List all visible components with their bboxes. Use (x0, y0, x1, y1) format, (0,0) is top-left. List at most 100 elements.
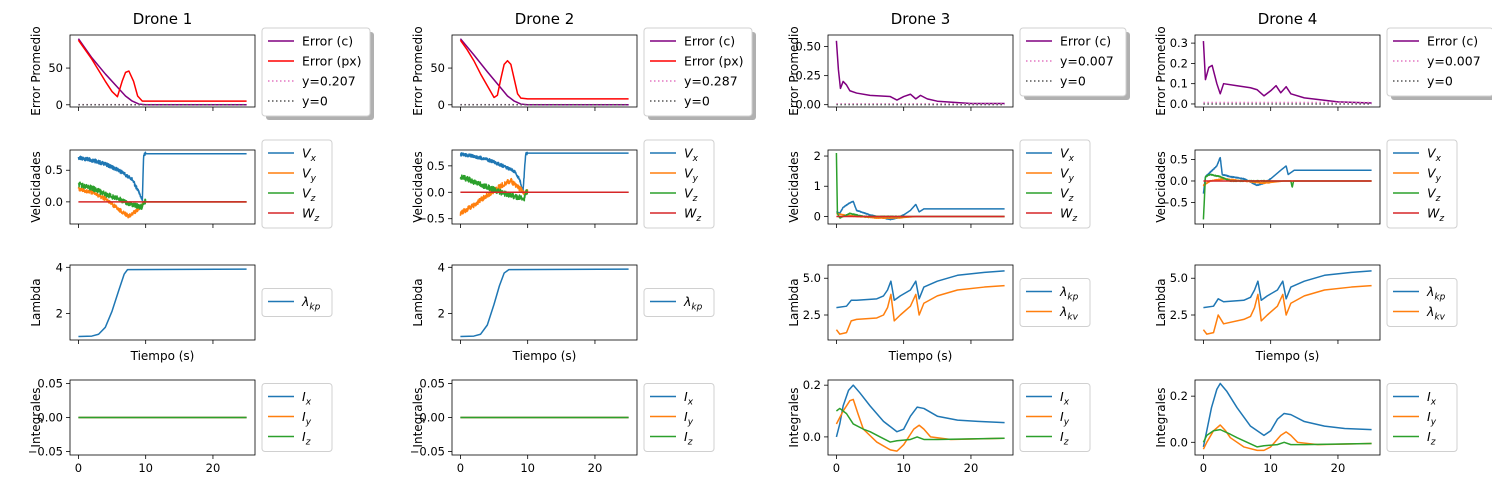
legend-label: Wz (1427, 206, 1444, 225)
subplot: 0 50 Error Promedio Error (c) Error (px) y=0.… (411, 26, 756, 120)
x-tick-label: 0 (833, 461, 840, 475)
plot-area (835, 153, 1006, 221)
x-axis-label: Tiempo (s) (888, 349, 953, 363)
x-axis-label: Tiempo (s) (512, 349, 577, 363)
legend: Error (c) y=0.007 y=0 (1019, 27, 1130, 100)
chart-title: Drone 2 (515, 10, 575, 28)
y-tick-label: 0.5 (427, 159, 445, 173)
x-tick-label: 0 (457, 461, 464, 475)
legend-label: Vx (302, 146, 317, 165)
y-tick-label: 4 (438, 260, 445, 274)
y-axis-label: Integrales (411, 387, 425, 447)
plot-area (1202, 156, 1373, 220)
series-line (78, 268, 247, 338)
axes-frame (69, 34, 256, 108)
legend-label: Ix (302, 389, 312, 408)
y-tick-label: 0.0 (1170, 174, 1188, 188)
legend-label: Error (c) (1060, 34, 1111, 49)
y-axis-label: Integrales (29, 387, 43, 447)
legend-label: Error (px) (684, 54, 744, 69)
x-tick-label: 10 (1263, 461, 1278, 475)
legend-label: Vz (684, 186, 698, 205)
legend-box (1019, 383, 1091, 452)
y-tick-label: 0.5 (45, 163, 63, 177)
axes-frame (69, 149, 256, 225)
legend-label: y=0.287 (684, 74, 738, 89)
series-line (835, 407, 1005, 443)
series-line (1202, 428, 1372, 448)
legend-label: λkp (1059, 284, 1079, 303)
axes-frame (1194, 379, 1381, 456)
legend-box (1019, 27, 1127, 97)
series-line (459, 151, 630, 194)
subplot: 0 50 Error Promedio Error (c) Error (px) y=0.… (29, 26, 374, 120)
y-tick-label: 0.0 (803, 430, 821, 444)
y-tick-label: 0 (56, 98, 63, 112)
legend-label: Error (c) (684, 34, 735, 49)
series-line (459, 38, 629, 106)
legend-label: Iy (1427, 409, 1437, 428)
legend: Error (c) Error (px) y=0.207 y=0 (261, 27, 374, 120)
plot-area (835, 384, 1005, 452)
y-axis-label: Velocidades (29, 151, 43, 223)
x-tick-label: 10 (896, 461, 911, 475)
legend-box (1019, 139, 1091, 229)
y-axis-label: Velocidades (1154, 151, 1168, 223)
axes-frame (1194, 34, 1381, 108)
legend-label: Vz (1060, 186, 1074, 205)
y-axis-label: Error Promedio (29, 26, 43, 115)
y-tick-label: 0.00 (795, 98, 821, 112)
axes-frame (1194, 149, 1381, 225)
x-tick-label: 20 (206, 461, 221, 475)
series-line (77, 151, 248, 202)
legend-label: Iz (1060, 429, 1069, 448)
x-axis-label: Tiempo (s) (1255, 349, 1320, 363)
legend-box (1386, 139, 1458, 229)
legend-box (643, 288, 715, 317)
y-tick-label: 2 (56, 306, 63, 320)
legend-box (1386, 27, 1492, 97)
y-tick-label: 2 (438, 306, 445, 320)
y-tick-label: 0.5 (1170, 152, 1188, 166)
y-tick-label: 0.0 (427, 185, 445, 199)
y-tick-label: 50 (430, 61, 445, 75)
plot-area (77, 151, 248, 219)
legend-label: Wz (302, 206, 319, 225)
y-tick-label: −0.05 (28, 445, 63, 459)
y-axis-label: Lambda (787, 278, 801, 326)
legend-label: y=0.007 (1427, 54, 1481, 69)
y-axis-label: Lambda (29, 278, 43, 326)
series-line (835, 200, 1006, 221)
y-axis-label: Error Promedio (411, 26, 425, 115)
legend-label: λkv (1059, 304, 1079, 323)
axes-frame (69, 264, 256, 341)
legend-label: λkp (1426, 284, 1446, 303)
y-tick-label: 0.50 (795, 40, 821, 54)
y-axis-label: Integrales (787, 387, 801, 447)
legend-label: Vx (684, 146, 699, 165)
legend-label: Ix (684, 389, 694, 408)
legend-label: Vy (1427, 166, 1442, 185)
x-tick-label: 20 (588, 461, 603, 475)
chart-title: Drone 1 (133, 10, 193, 28)
y-tick-label: 5.0 (1170, 271, 1188, 285)
legend: Error (c) y=0.007 y=0 (1386, 27, 1492, 100)
series-line (835, 384, 1005, 438)
series-line (77, 38, 247, 106)
legend-box (261, 27, 371, 117)
x-tick-label: 10 (138, 461, 153, 475)
legend-label: Iz (684, 429, 693, 448)
y-tick-label: 0.05 (37, 376, 63, 390)
y-tick-label: 2.5 (803, 308, 821, 322)
